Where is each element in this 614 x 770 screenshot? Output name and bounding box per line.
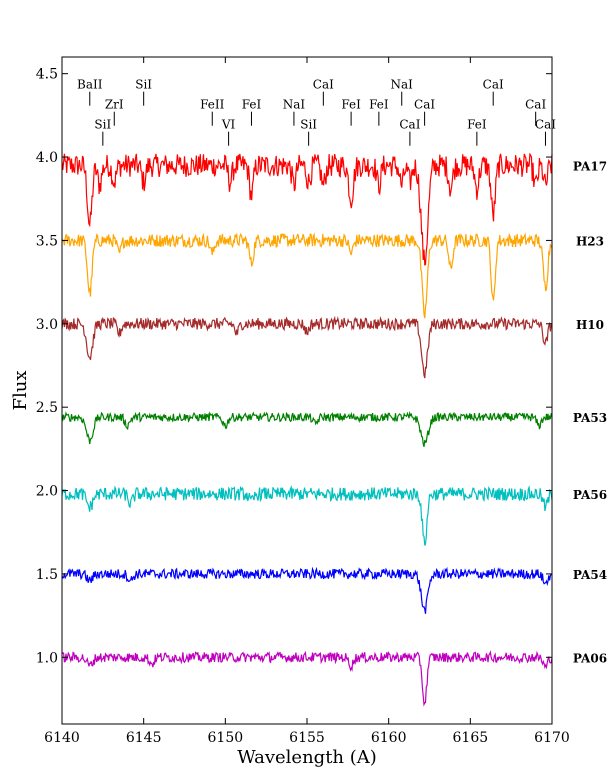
line-marker-label: CaI xyxy=(414,98,435,112)
line-marker-label: SiI xyxy=(94,118,111,132)
line-marker-label: FeI xyxy=(341,98,361,112)
line-marker-label: SiI xyxy=(300,118,317,132)
plot-frame xyxy=(61,56,553,725)
y-tick-label: 1.0 xyxy=(36,650,58,666)
series-label-pa56: PA56 xyxy=(573,488,607,502)
x-tick-label: 6170 xyxy=(534,730,570,746)
line-marker-label: NaI xyxy=(391,78,414,92)
series-label-pa17: PA17 xyxy=(573,159,607,173)
y-tick-label: 4.0 xyxy=(36,150,58,166)
line-marker-label: CaI xyxy=(483,78,504,92)
x-tick-label: 6150 xyxy=(208,730,244,746)
line-marker-label: VI xyxy=(221,118,236,132)
y-axis-title: Flux xyxy=(10,371,31,411)
x-tick-label: 6165 xyxy=(453,730,489,746)
y-tick-label: 3.0 xyxy=(36,317,58,333)
series-line-pa54 xyxy=(61,566,553,614)
line-marker-label: FeII xyxy=(200,98,225,112)
series-line-pa53 xyxy=(61,410,553,447)
series-line-pa56 xyxy=(61,484,553,546)
series-line-pa17 xyxy=(61,152,553,266)
line-marker-label: BaII xyxy=(77,78,103,92)
series-label-h10: H10 xyxy=(576,318,604,332)
series-label-pa54: PA54 xyxy=(573,568,607,582)
line-marker-label: CaI xyxy=(313,78,334,92)
line-marker-label: CaI xyxy=(399,118,420,132)
series-line-pa06 xyxy=(61,650,553,707)
x-axis-title: Wavelength (A) xyxy=(237,747,377,768)
series-line-h10 xyxy=(61,315,553,379)
x-tick-label: 6140 xyxy=(44,730,80,746)
spectra-series xyxy=(61,152,553,707)
y-tick-label: 4.5 xyxy=(36,67,58,83)
series-labels: PA17 H23 H10 PA53 PA56 PA54 PA06 xyxy=(573,159,607,665)
line-marker-label: CaI xyxy=(535,118,556,132)
line-marker-label: FeI xyxy=(369,98,389,112)
line-marker-label: NaI xyxy=(283,98,306,112)
y-tick-label: 2.5 xyxy=(36,400,58,416)
line-marker-label: FeI xyxy=(242,98,262,112)
y-tick-label: 3.5 xyxy=(36,233,58,249)
x-tick-label: 6160 xyxy=(371,730,407,746)
line-marker-label: ZrI xyxy=(105,98,124,112)
series-line-h23 xyxy=(61,232,553,319)
line-marker-label: SiI xyxy=(135,78,152,92)
line-marker-label: FeI xyxy=(467,118,487,132)
series-label-h23: H23 xyxy=(576,234,604,248)
axes: 6140 6145 6150 6155 6160 6165 6170 1.0 1.5 2.0 2.5… xyxy=(36,57,570,746)
y-tick-label: 2.0 xyxy=(36,484,58,500)
x-tick-label: 6145 xyxy=(126,730,162,746)
y-tick-label: 1.5 xyxy=(36,567,58,583)
line-marker-label: CaI xyxy=(525,98,546,112)
series-label-pa53: PA53 xyxy=(573,411,607,425)
series-label-pa06: PA06 xyxy=(573,651,607,665)
x-tick-label: 6155 xyxy=(289,730,325,746)
